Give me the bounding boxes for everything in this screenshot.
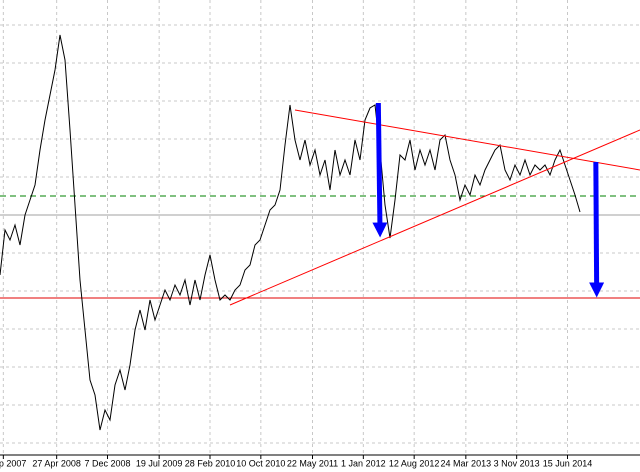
price-line <box>0 34 581 431</box>
x-tick-label: 24 Mar 2013 <box>441 458 492 468</box>
arrow <box>372 102 388 238</box>
x-tick-label: 7 Dec 2008 <box>84 458 130 468</box>
x-tick-label: 5 Sep 2007 <box>0 458 26 468</box>
x-tick-label: 3 Nov 2013 <box>494 458 540 468</box>
x-tick-label: 12 Aug 2012 <box>389 458 440 468</box>
trend-line <box>294 109 640 171</box>
x-tick-label: 22 May 2011 <box>287 458 338 468</box>
x-tick-label: 19 Jul 2009 <box>136 458 183 468</box>
x-tick-label: 28 Feb 2010 <box>185 458 236 468</box>
trend-line <box>229 129 640 306</box>
x-tick-label: 27 Apr 2008 <box>32 458 81 468</box>
arrow <box>589 161 605 298</box>
x-tick-label: 15 Jun 2014 <box>543 458 593 468</box>
x-tick-label: 1 Jan 2012 <box>341 458 386 468</box>
x-tick-label: 10 Oct 2010 <box>236 458 285 468</box>
